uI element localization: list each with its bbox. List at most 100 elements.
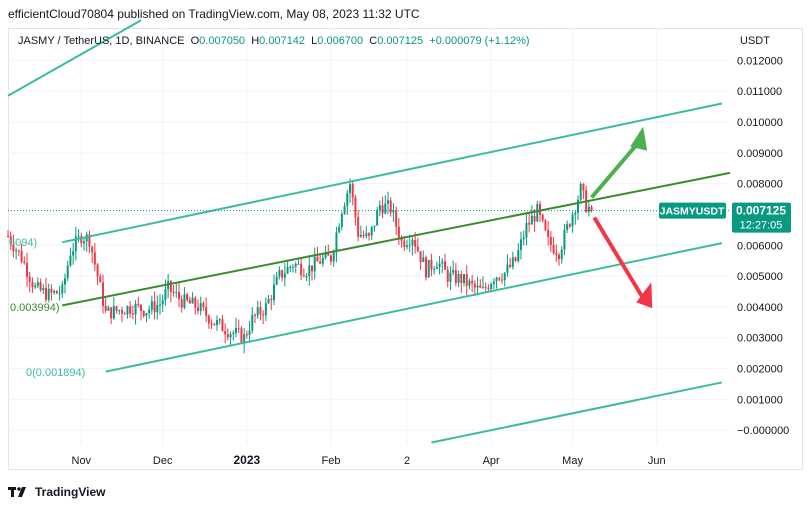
down-arrow-shaft — [592, 216, 646, 302]
candle-up — [283, 262, 286, 287]
candle-up — [492, 278, 495, 290]
y-tick-label: 0.002000 — [737, 364, 783, 376]
candle-up — [522, 230, 525, 246]
candle-down — [23, 256, 26, 265]
candle-body — [42, 287, 45, 291]
candle-body — [226, 334, 229, 338]
candle-body — [498, 277, 501, 280]
candle-up — [579, 181, 582, 202]
candle-up — [438, 255, 441, 275]
candle-down — [178, 282, 180, 307]
x-axis: Nov Dec 2023 Feb 2 Apr May Jun — [72, 453, 666, 467]
candle-body — [245, 334, 248, 336]
candle-up — [134, 300, 137, 325]
candle-down — [186, 292, 189, 303]
candle-body — [316, 256, 319, 262]
candle-body — [359, 235, 362, 237]
candle-body — [454, 270, 457, 283]
candle-up — [69, 247, 72, 267]
candle-up — [275, 271, 278, 286]
candle-down — [45, 277, 47, 303]
candle-body — [292, 266, 294, 268]
candle-down — [28, 272, 31, 293]
candle-body — [169, 280, 172, 292]
candle-body — [568, 224, 571, 227]
candle-body — [112, 306, 115, 319]
candle-down — [194, 295, 197, 315]
candle-up — [373, 225, 376, 232]
candle-down — [207, 314, 210, 329]
projection-arrows — [590, 126, 653, 309]
candle-up — [72, 242, 75, 265]
candle-body — [324, 252, 327, 258]
candle-down — [479, 279, 482, 289]
candle-down — [140, 303, 142, 321]
candle-body — [159, 304, 161, 306]
candle-body — [473, 283, 476, 288]
candle-up — [511, 251, 514, 270]
candle-body — [286, 266, 289, 274]
chart-frame[interactable] — [8, 28, 803, 470]
candle-up — [150, 295, 153, 315]
symbol-label[interactable]: JASMY / TetherUS, 1D, BINANCE — [18, 35, 185, 47]
candle-body — [39, 282, 42, 291]
candle-body — [15, 250, 18, 252]
high-label: H — [251, 35, 260, 47]
candle-down — [354, 194, 357, 226]
y-axis: USDT 0.012000 0.011000 0.010000 0.009000 0.00… — [737, 35, 789, 437]
candle-up — [577, 195, 579, 220]
candle-body — [503, 272, 506, 281]
candle-down — [262, 310, 265, 325]
candle-body — [34, 285, 37, 288]
footer-brand[interactable]: TradingView — [35, 485, 106, 499]
candle-body — [419, 251, 422, 263]
candle-body — [172, 291, 175, 293]
candle-body — [107, 307, 110, 311]
x-tick-label: Jun — [648, 455, 666, 467]
candle-body — [191, 297, 194, 304]
candle-down — [115, 305, 118, 314]
price-badge-countdown: 12:27:05 — [740, 220, 783, 232]
candle-down — [514, 256, 517, 263]
candle-body — [389, 200, 392, 213]
candle-body — [145, 313, 148, 316]
symbol-badge-label: JASMYUSDT — [660, 206, 725, 218]
candle-body — [438, 263, 441, 267]
candle-down — [484, 282, 487, 293]
y-tick-label: 0.004000 — [737, 302, 783, 314]
candle-body — [232, 332, 235, 334]
candle-down — [357, 210, 360, 242]
y-tick-label: 0.008000 — [737, 179, 783, 191]
candle-body — [558, 254, 560, 260]
candle-body — [539, 203, 541, 215]
candle-down — [319, 254, 322, 265]
candle-up — [435, 261, 438, 270]
candle-down — [20, 243, 23, 264]
y-axis-title: USDT — [740, 35, 770, 47]
candle-down — [471, 274, 474, 293]
candle-body — [433, 268, 436, 270]
candle-down — [568, 223, 571, 229]
candle-body — [362, 235, 365, 237]
candle-down — [368, 232, 370, 241]
regression-channel — [7, 19, 731, 444]
candle-down — [26, 252, 28, 288]
candle-body — [229, 333, 232, 338]
candle-body — [80, 236, 83, 244]
candle-body — [425, 257, 427, 278]
candle-up — [392, 203, 395, 222]
candle-down — [281, 269, 284, 282]
candle-up — [343, 202, 346, 215]
candle-body — [574, 212, 577, 215]
candle-up — [107, 305, 110, 312]
candle-body — [330, 255, 332, 262]
candle-down — [205, 297, 208, 323]
candle-body — [96, 264, 99, 277]
x-tick-label: Nov — [72, 455, 92, 467]
candle-up — [145, 312, 148, 323]
candle-body — [58, 293, 61, 295]
candle-down — [259, 301, 262, 321]
candle-up — [85, 231, 88, 252]
candle-body — [77, 236, 80, 238]
